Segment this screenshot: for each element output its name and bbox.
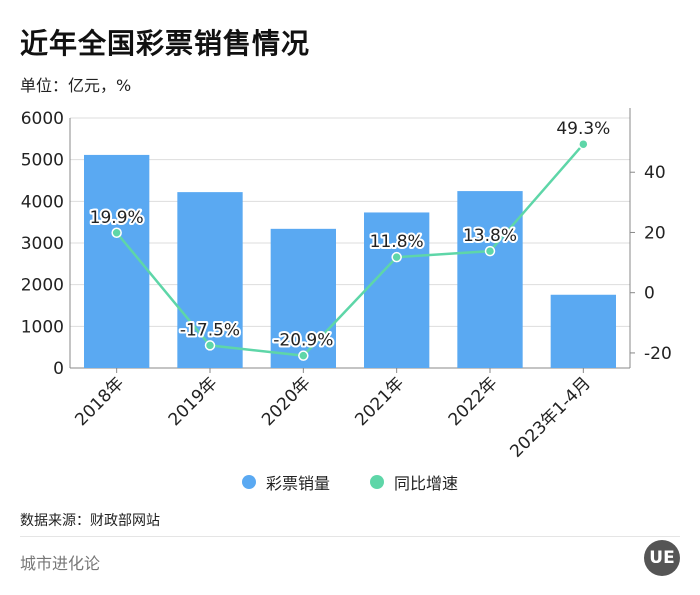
growth-line: [115, 143, 585, 357]
legend-label-sales: 彩票销量: [265, 474, 330, 493]
y-left-tick-label: 3000: [21, 234, 64, 254]
growth-data-label: -20.9%: [273, 331, 333, 351]
legend-label-growth: 同比增速: [394, 474, 459, 493]
y-left-tick-label: 0: [53, 359, 64, 379]
x-tick-label: 2019年: [165, 373, 222, 430]
bar: [177, 192, 243, 368]
y-right-tick-label: -20: [644, 344, 672, 364]
y-left-tick-label: 1000: [21, 317, 64, 337]
unit-label: 单位：亿元，%: [20, 76, 132, 95]
y-left-tick-label: 5000: [21, 151, 64, 171]
footer-divider: [20, 536, 680, 537]
legend: 彩票销量 同比增速: [0, 470, 700, 494]
bar: [84, 154, 150, 368]
brand-name: 城市进化论: [20, 554, 101, 573]
chart-title: 近年全国彩票销售情况: [20, 27, 311, 60]
legend-item-sales[interactable]: 彩票销量: [241, 470, 330, 494]
growth-data-label: 19.9%: [90, 208, 144, 228]
y-left-tick-label: 4000: [21, 192, 64, 212]
x-tick-label: 2021年: [351, 373, 408, 430]
y-left-tick-label: 2000: [21, 276, 64, 296]
y-left-tick-label: 6000: [21, 109, 64, 129]
growth-data-label: -17.5%: [180, 320, 240, 340]
brand-logo: UE: [644, 540, 680, 576]
data-source: 数据来源：财政部网站: [20, 513, 160, 529]
combo-chart: 0 1000 2000 3000 4000 5000 6000 -20 0 20 40 2018年 20…: [21, 108, 672, 462]
x-tick-label: 2018年: [71, 373, 128, 430]
growth-point: [204, 340, 216, 351]
growth-point: [484, 245, 496, 257]
growth-data-label: 11.8%: [370, 232, 424, 252]
y-right-tick-label: 0: [644, 284, 655, 304]
x-tick-label: 2020年: [258, 373, 315, 430]
growth-data-label: 49.3%: [556, 119, 610, 139]
x-tick-label: 2022年: [445, 373, 502, 430]
bar: [364, 212, 430, 368]
bar: [270, 228, 336, 368]
y-right-tick-label: 20: [644, 223, 666, 243]
legend-item-growth[interactable]: 同比增速: [370, 470, 458, 494]
x-tick-label: 2023年1-4月: [506, 373, 594, 461]
bar: [550, 294, 616, 368]
y-right-tick-label: 40: [644, 163, 666, 183]
legend-marker-sales: [241, 475, 256, 489]
bar: [457, 191, 523, 368]
growth-point: [391, 251, 402, 263]
growth-point: [298, 350, 309, 361]
growth-data-label: 13.8%: [463, 226, 517, 246]
growth-point: [578, 138, 589, 150]
legend-marker-growth: [370, 475, 384, 489]
growth-point: [111, 227, 122, 239]
